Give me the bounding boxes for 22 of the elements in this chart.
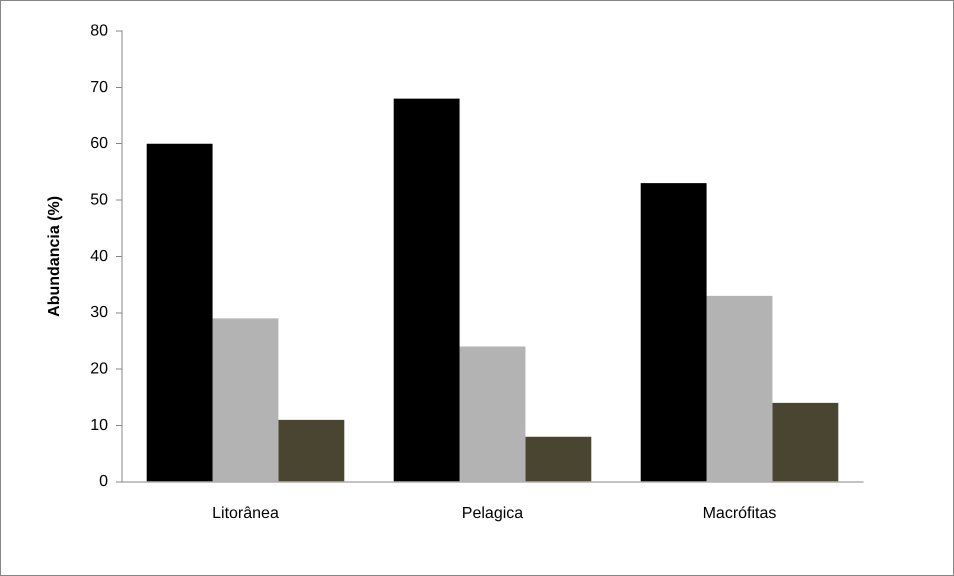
- bar: [772, 402, 838, 482]
- y-axis-title: Abundancia (%): [46, 196, 64, 317]
- bar: [278, 420, 344, 482]
- y-tick-label: 60: [90, 135, 108, 152]
- bar: [706, 296, 772, 482]
- y-tick-label: 10: [90, 416, 108, 434]
- bar: [460, 346, 526, 482]
- x-tick-label: Macrófitas: [702, 504, 776, 522]
- y-tick-label: 80: [90, 22, 108, 40]
- bar: [525, 436, 592, 482]
- y-tick-label: 30: [90, 304, 108, 322]
- bar: [212, 318, 278, 482]
- x-tick-label: Pelagica: [462, 504, 524, 522]
- y-tick-label: 70: [90, 78, 108, 96]
- y-tick-label: 50: [90, 191, 108, 208]
- x-tick-label: Litorânea: [212, 504, 279, 522]
- bar: [146, 144, 213, 482]
- y-tick-label: 40: [90, 248, 108, 265]
- y-tick-label: 20: [90, 360, 108, 378]
- bar: [394, 98, 460, 482]
- bar: [640, 183, 707, 482]
- y-tick-label: 0: [99, 473, 108, 490]
